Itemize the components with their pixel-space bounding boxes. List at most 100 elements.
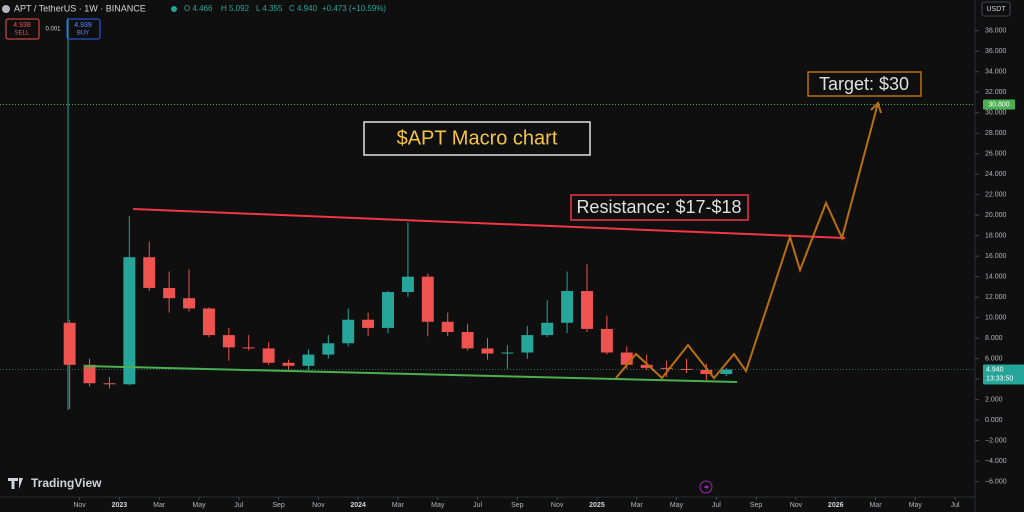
candle-body (680, 368, 693, 370)
x-tick-label: 2023 (112, 502, 128, 509)
ohlc: H 5.092 (221, 4, 250, 13)
candle-body (581, 291, 593, 329)
candle-body (421, 276, 434, 322)
candle-body (700, 369, 713, 375)
candles (63, 216, 733, 409)
y-tick-label: 24.000 (985, 171, 1007, 178)
buy-button[interactable] (66, 18, 101, 40)
y-tick-label: 38.000 (985, 28, 1007, 35)
candle-body (202, 308, 215, 336)
x-tick-label: Mar (631, 502, 644, 509)
x-tick-label: Mar (392, 502, 405, 509)
x-tick-label: Sep (750, 502, 763, 509)
candle-body (521, 335, 534, 353)
candle-body (362, 319, 375, 328)
currency-button[interactable] (981, 1, 1011, 17)
spread: 0.001 (45, 27, 61, 33)
price-tag-label: 30.800 (988, 101, 1010, 108)
y-tick-label: 8.000 (985, 335, 1003, 342)
candle-body (481, 348, 494, 354)
x-tick-label: Jul (234, 502, 243, 509)
candle-body (183, 298, 195, 309)
brand: TradingView (31, 476, 102, 490)
countdown: 13:33:50 (986, 375, 1013, 382)
title-box (363, 121, 591, 156)
x-tick-label: Jul (473, 502, 482, 509)
events-icon[interactable] (699, 480, 713, 494)
ohlc: C 4.940 (289, 4, 318, 13)
support-line (83, 365, 738, 383)
status-dot (171, 6, 177, 12)
candle-body (63, 322, 76, 365)
x-tick-label: May (431, 502, 445, 509)
candle-body (302, 354, 315, 366)
projection-path (615, 102, 879, 380)
x-tick-label: May (192, 502, 206, 509)
x-tick-label: Mar (153, 502, 166, 509)
candle-body (242, 347, 255, 349)
resistance-box (570, 194, 749, 221)
arrow-head (870, 101, 882, 114)
y-tick-label: 10.000 (985, 315, 1007, 322)
last-price-tag (983, 364, 1024, 385)
y-tick-label: −4.000 (985, 458, 1007, 465)
y-tick-label: 26.000 (985, 151, 1007, 158)
candle-body (382, 292, 394, 328)
x-tick-label: Sep (272, 502, 285, 509)
ohlc: L 4.355 (256, 4, 283, 13)
candle-body (541, 322, 554, 336)
candle-body (143, 257, 156, 288)
candle-body (561, 291, 574, 323)
y-tick-label: 0.000 (985, 417, 1003, 424)
tv-logo (8, 478, 23, 489)
annotation: Resistance: $17-$18 (576, 197, 741, 217)
candle-body (282, 362, 295, 366)
y-tick-label: 34.000 (985, 69, 1007, 76)
candle-body (123, 257, 136, 385)
buy-label: BUY (77, 31, 89, 37)
annotation: Target: $30 (819, 74, 909, 94)
y-tick-label: 16.000 (985, 253, 1007, 260)
candle-body (401, 276, 414, 293)
x-tick-label: Jul (951, 502, 960, 509)
candle-body (600, 328, 613, 353)
x-tick-label: 2025 (589, 502, 605, 509)
ohlc: O 4.466 (184, 4, 213, 13)
x-tick-label: May (909, 502, 923, 509)
candle-body (322, 343, 335, 355)
x-tick-label: Nov (73, 502, 86, 509)
candle-body (103, 383, 116, 385)
y-tick-label: 12.000 (985, 294, 1007, 301)
x-tick-label: Jul (712, 502, 721, 509)
change: +0.473 (+10.59%) (322, 4, 386, 13)
x-tick-label: Mar (869, 502, 882, 509)
candle-body (620, 352, 633, 365)
x-tick-label: May (670, 502, 684, 509)
x-tick-label: Nov (790, 502, 803, 509)
annotation: $APT Macro chart (397, 127, 558, 149)
x-tick-label: 2024 (350, 502, 366, 509)
y-tick-label: 6.000 (985, 356, 1003, 363)
x-tick-label: Nov (551, 502, 564, 509)
resistance-line (132, 208, 846, 239)
y-tick-label: −6.000 (985, 478, 1007, 485)
symbol: APT / TetherUS · 1W · BINANCE (14, 3, 146, 13)
target-box (807, 71, 922, 97)
candle-body (441, 321, 454, 333)
candle-body (461, 332, 474, 349)
candle-body (720, 369, 733, 375)
y-tick-label: 22.000 (985, 192, 1007, 199)
candle-body (222, 335, 235, 348)
last-price-label: 4.940 (986, 366, 1004, 373)
y-tick-label: 20.000 (985, 212, 1007, 219)
candle-body (640, 364, 653, 368)
x-tick-label: Sep (511, 502, 524, 509)
price-tag (983, 99, 1015, 110)
sell-button[interactable] (5, 18, 40, 40)
candle-body (83, 364, 96, 384)
y-tick-label: 14.000 (985, 274, 1007, 281)
currency: USDT (986, 6, 1006, 13)
candle-body (342, 319, 355, 344)
y-tick-label: 32.000 (985, 89, 1007, 96)
